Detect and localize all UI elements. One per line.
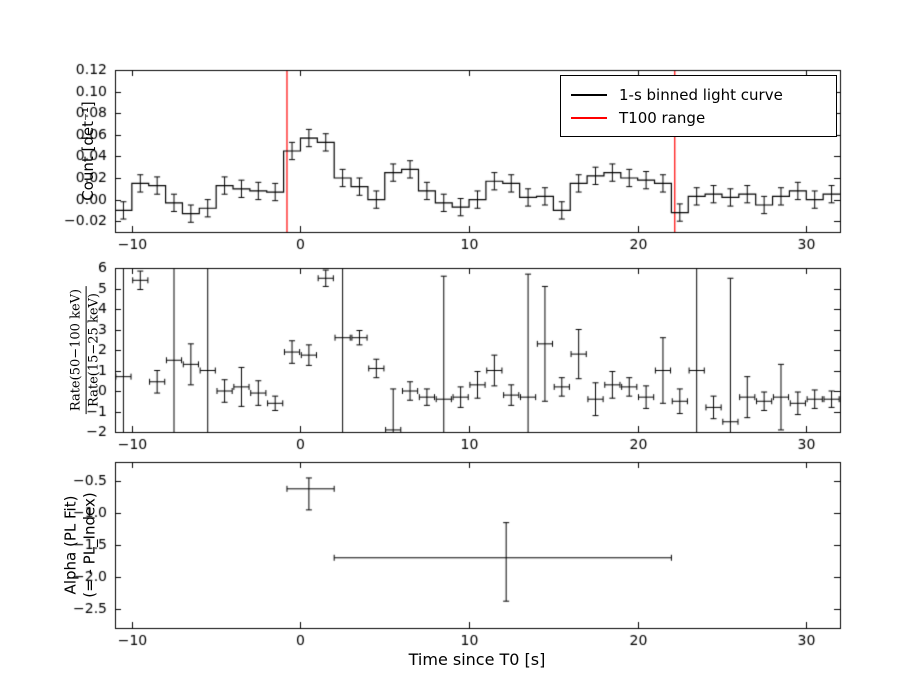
middle-y-axis-label: Rate(50−100 keV) Rate(15−25 keV)	[68, 285, 104, 415]
x-axis-label: Time since T0 [s]	[408, 650, 546, 669]
legend-label-light-curve: 1-s binned light curve	[619, 85, 783, 104]
top-y-axis-label: Count [det⁻¹]	[79, 101, 97, 201]
rate-ratio-numerator: Rate(50−100 keV)	[68, 285, 87, 415]
legend-item-t100-range: T100 range	[571, 106, 826, 129]
legend-line-light-curve	[571, 93, 607, 96]
legend-line-t100-range	[571, 116, 607, 119]
legend-item-light-curve: 1-s binned light curve	[571, 83, 826, 106]
alpha-label-line1: Alpha (PL Fit)	[61, 495, 80, 595]
rate-ratio-denominator: Rate(15−25 keV)	[86, 293, 102, 407]
legend-label-t100-range: T100 range	[619, 108, 706, 127]
rate-ratio-fraction: Rate(50−100 keV) Rate(15−25 keV)	[68, 285, 104, 415]
legend: 1-s binned light curve T100 range	[560, 75, 837, 137]
alpha-label-line2: (= - PL_Index)	[80, 492, 98, 598]
bottom-y-axis-label: Alpha (PL Fit) (= - PL_Index)	[61, 492, 99, 597]
